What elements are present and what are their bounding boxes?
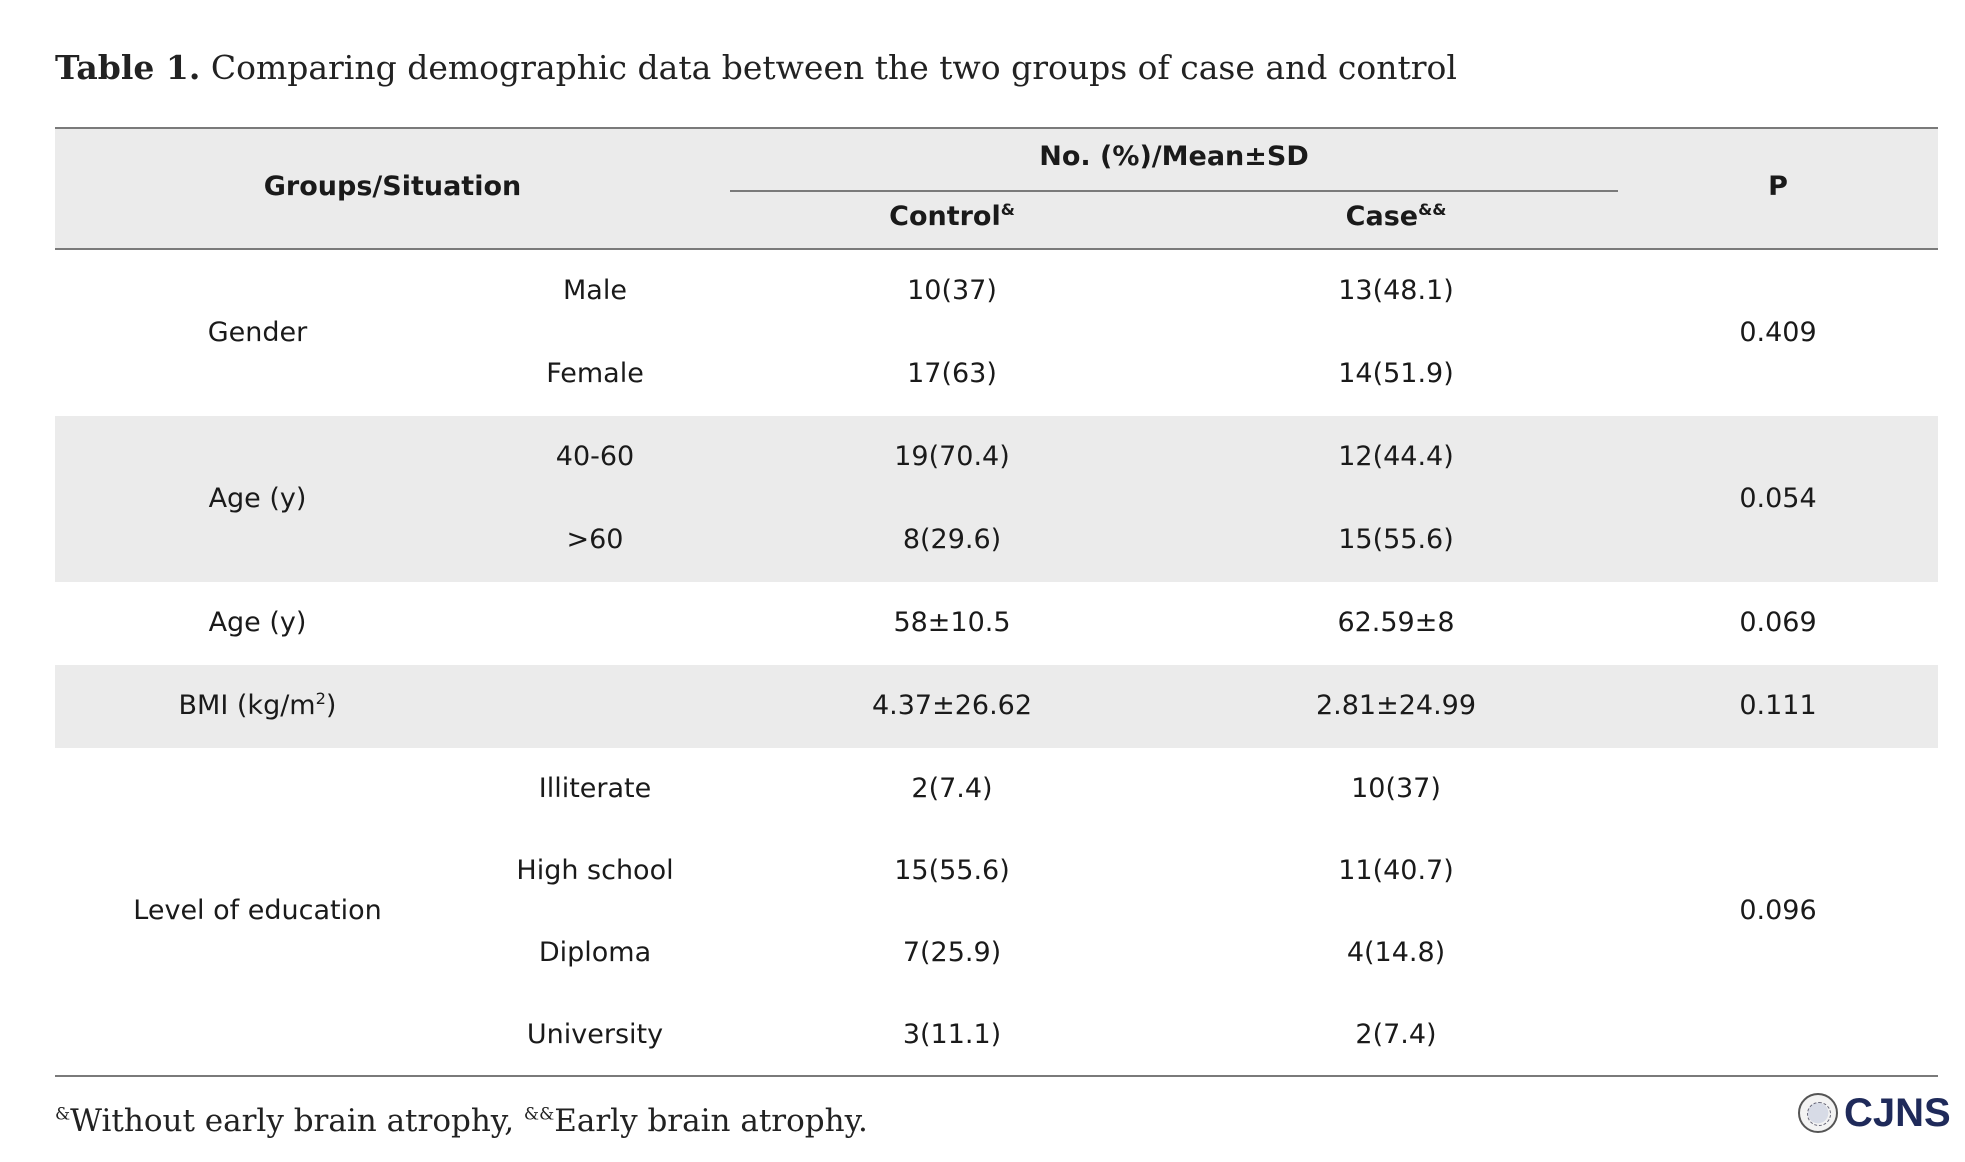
table-header: Groups/Situation No. (%)/Mean±SD Control… (55, 127, 1938, 250)
age-40-60-control: 19(70.4) (894, 441, 1010, 472)
bmi-row: BMI (kg/m2) 4.37±26.62 2.81±24.99 0.111 (55, 665, 1938, 748)
header-control-sup: & (1000, 200, 1015, 219)
header-control: Control& (730, 201, 1174, 232)
demographics-table: Groups/Situation No. (%)/Mean±SD Control… (55, 127, 1938, 1077)
bmi-case: 2.81±24.99 (1315, 690, 1477, 721)
age-over-60-label: >60 (566, 524, 624, 555)
header-subrule (730, 190, 1618, 192)
edu-university-control: 3(11.1) (902, 1019, 1002, 1050)
gender-male-label: Male (563, 275, 627, 306)
bmi-label-text: BMI (kg/m (178, 690, 316, 721)
age-over-60-control: 8(29.6) (902, 524, 1002, 555)
gender-female-case: 14(51.9) (1338, 358, 1454, 389)
bmi-label-end: ) (325, 690, 337, 721)
footnote-text-2: Early brain atrophy. (554, 1103, 868, 1139)
age-mean-control: 58±10.5 (893, 607, 1011, 638)
header-case: Case&& (1174, 201, 1618, 232)
header-span-label: No. (%)/Mean±SD (1039, 141, 1309, 172)
edu-high-school-case: 11(40.7) (1338, 855, 1454, 886)
age-group-block: Age (y) 40-60 19(70.4) 12(44.4) >60 8(29… (55, 416, 1938, 582)
table-label: Table 1. (55, 48, 201, 87)
footnote-sup-2: && (523, 1104, 555, 1125)
table-title: Comparing demographic data between the t… (210, 48, 1457, 87)
edu-diploma-control: 7(25.9) (902, 937, 1002, 968)
edu-illiterate-case: 10(37) (1351, 773, 1441, 804)
age-40-60-label: 40-60 (555, 441, 635, 472)
bmi-p-value: 0.111 (1739, 690, 1817, 721)
edu-diploma-case: 4(14.8) (1346, 937, 1446, 968)
table-footnote: &Without early brain atrophy, &&Early br… (55, 1103, 868, 1139)
footnote-text-1: Without early brain atrophy, (70, 1103, 524, 1139)
journal-logo: CJNS (1798, 1089, 1951, 1137)
gender-male-control: 10(37) (907, 275, 997, 306)
footnote-sup-1: & (55, 1104, 71, 1125)
header-control-label: Control (889, 201, 1001, 232)
edu-university-case: 2(7.4) (1355, 1019, 1437, 1050)
edu-illiterate-label: Illiterate (538, 773, 652, 804)
gender-male-case: 13(48.1) (1338, 275, 1454, 306)
gender-label: Gender (207, 317, 308, 348)
header-case-label: Case (1345, 201, 1419, 232)
age-group-p-value: 0.054 (1739, 483, 1817, 514)
age-40-60-case: 12(44.4) (1338, 441, 1454, 472)
journal-logo-text: CJNS (1844, 1090, 1951, 1135)
edu-high-school-label: High school (516, 855, 674, 886)
education-label: Level of education (133, 895, 382, 926)
age-group-label: Age (y) (208, 483, 307, 514)
edu-university-label: University (526, 1019, 664, 1050)
edu-diploma-label: Diploma (538, 937, 652, 968)
education-p-value: 0.096 (1739, 895, 1817, 926)
bmi-label: BMI (kg/m2) (55, 689, 460, 723)
gender-p-value: 0.409 (1739, 317, 1817, 348)
edu-illiterate-control: 2(7.4) (911, 773, 993, 804)
header-case-sup: && (1418, 200, 1447, 219)
table-bottom-rule (55, 1075, 1938, 1077)
table-caption: Table 1. Comparing demographic data betw… (55, 48, 1457, 87)
gender-female-control: 17(63) (907, 358, 997, 389)
age-over-60-case: 15(55.6) (1338, 524, 1454, 555)
gender-block: Gender Male 10(37) 13(48.1) Female 17(63… (55, 250, 1938, 416)
header-p: P (1768, 171, 1788, 202)
bmi-control: 4.37±26.62 (871, 690, 1033, 721)
age-mean-row: Age (y) 58±10.5 62.59±8 0.069 (55, 582, 1938, 665)
journal-seal-icon (1798, 1093, 1838, 1133)
age-mean-case: 62.59±8 (1337, 607, 1455, 638)
header-groups-situation: Groups/Situation (263, 171, 522, 202)
bmi-label-sup: 2 (315, 689, 326, 708)
gender-female-label: Female (546, 358, 644, 389)
education-block: Level of education Illiterate 2(7.4) 10(… (55, 748, 1938, 1075)
edu-high-school-control: 15(55.6) (894, 855, 1010, 886)
age-mean-label: Age (y) (208, 607, 307, 638)
age-mean-p-value: 0.069 (1739, 607, 1817, 638)
